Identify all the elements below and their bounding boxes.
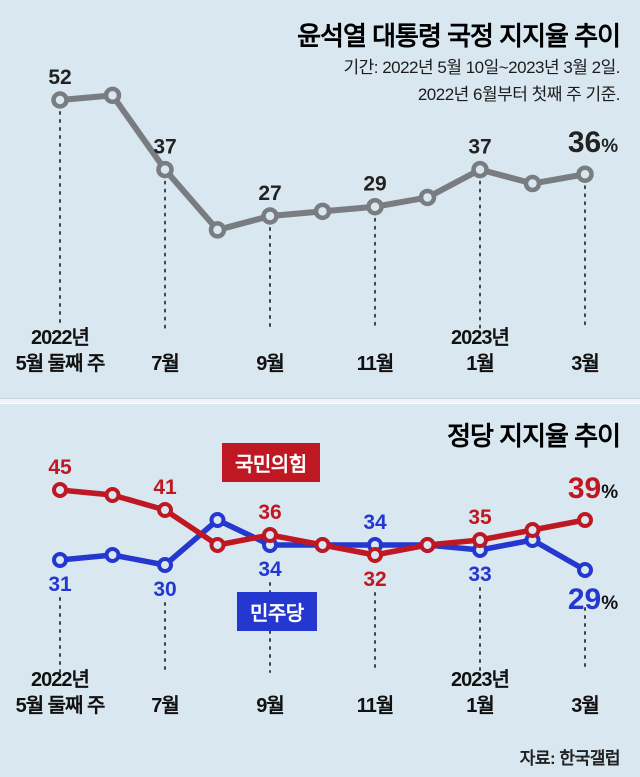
source-credit: 자료: 한국갤럽	[519, 749, 621, 768]
x-axis-tick-label: 2022년	[31, 668, 89, 691]
peoples-power-party-point-marker	[52, 482, 68, 498]
point-value-label: 29	[363, 173, 386, 196]
presidential-approval-point-marker	[156, 160, 174, 179]
point-value-label: 45	[48, 456, 72, 479]
democratic-party-point-marker	[577, 562, 593, 578]
x-axis-tick-label: 7월	[151, 352, 179, 375]
badge-peoples-power: 국민의힘	[222, 443, 320, 482]
presidential-approval-point-marker	[313, 202, 332, 221]
point-value-label: 34	[363, 511, 387, 534]
point-value-label: 31	[48, 573, 72, 596]
democratic-party-point-marker	[209, 512, 226, 528]
x-axis-tick-label: 2023년	[451, 326, 509, 349]
presidential-approval-point-marker	[366, 197, 384, 216]
peoples-power-party-point-marker	[524, 522, 541, 538]
peoples-power-party-point-marker	[262, 527, 278, 543]
presidential-approval-point-marker	[261, 207, 279, 225]
presidential-approval-section: 2022년 5월 둘째 주 7월 9월 11월 2023년 1월 3월 52 37 27 29 37 36…	[16, 21, 621, 375]
point-value-label: 41	[153, 476, 177, 499]
presidential-approval-point-marker	[471, 160, 489, 179]
point-value-label: 29%	[568, 583, 618, 616]
x-axis-tick-label: 3월	[571, 694, 599, 717]
presidential-chart-subtitle: 기간: 2022년 5월 10일~2023년 3월 2일. 2022년 6월부터…	[343, 54, 620, 108]
x-axis-tick-label: 1월	[466, 694, 494, 717]
x-axis-tick-label: 5월 둘째 주	[16, 352, 105, 375]
point-value-label: 52	[48, 66, 71, 89]
peoples-power-party-point-marker	[209, 537, 226, 553]
party-chart-title: 정당 지지율 추이	[447, 421, 621, 451]
x-axis-tick-label: 2023년	[451, 668, 509, 691]
point-value-label: 36	[258, 501, 281, 524]
badge-democratic: 민주당	[237, 592, 317, 631]
point-value-label: 37	[153, 136, 176, 159]
democratic-party-point-marker	[52, 552, 68, 568]
peoples-power-party-point-marker	[419, 537, 436, 553]
section-divider	[0, 398, 640, 404]
peoples-power-party-point-marker	[157, 502, 173, 518]
peoples-power-party-point-marker	[104, 487, 121, 503]
point-value-label: 36%	[568, 126, 618, 159]
x-axis-tick-label: 3월	[571, 352, 599, 375]
subtitle-line-2: 2022년 6월부터 첫째 주 기준.	[417, 85, 621, 104]
presidential-approval-point-marker	[576, 165, 594, 183]
party-approval-line-chart: 2022년 5월 둘째 주 7월 9월 11월 2023년 1월 3월 45 31 41 30 36 34…	[16, 456, 619, 717]
presidential-approval-point-marker	[418, 188, 437, 207]
presidential-approval-point-marker	[523, 174, 542, 193]
point-value-label: 35	[468, 506, 492, 529]
presidential-approval-point-marker	[51, 91, 69, 109]
point-value-label: 32	[363, 568, 386, 591]
peoples-power-party-point-marker	[472, 532, 488, 548]
x-axis-tick-label: 11월	[357, 694, 394, 717]
x-axis-tick-label: 7월	[151, 694, 179, 717]
point-value-label: 30	[153, 578, 176, 601]
peoples-power-party-point-marker	[367, 547, 383, 563]
point-value-label: 27	[258, 182, 281, 205]
party-approval-section: 2022년 5월 둘째 주 7월 9월 11월 2023년 1월 3월 45 31 41 30 36 34…	[0, 404, 640, 777]
democratic-party-point-marker	[104, 547, 121, 563]
point-value-label: 33	[468, 563, 491, 586]
x-axis-tick-label: 9월	[256, 694, 284, 717]
subtitle-line-1: 기간: 2022년 5월 10일~2023년 3월 2일.	[343, 58, 620, 77]
x-axis-tick-label: 9월	[256, 352, 284, 375]
x-axis-tick-label: 1월	[466, 352, 494, 375]
point-value-label: 34	[258, 558, 282, 581]
x-axis-tick-label: 11월	[357, 352, 394, 375]
peoples-power-party-point-marker	[314, 537, 331, 553]
presidential-approval-point-marker	[103, 86, 122, 105]
point-value-label: 39%	[568, 472, 618, 505]
point-value-label: 37	[468, 136, 491, 159]
presidential-approval-point-marker	[208, 221, 227, 239]
x-axis-tick-label: 2022년	[31, 326, 89, 349]
presidential-chart-title: 윤석열 대통령 국정 지지율 추이	[297, 21, 621, 51]
peoples-power-party-point-marker	[577, 512, 593, 528]
x-axis-tick-label: 5월 둘째 주	[16, 694, 105, 717]
democratic-party-point-marker	[157, 557, 173, 573]
presidential-approval-line-chart: 2022년 5월 둘째 주 7월 9월 11월 2023년 1월 3월 52 37 27 29 37 36…	[16, 66, 619, 375]
